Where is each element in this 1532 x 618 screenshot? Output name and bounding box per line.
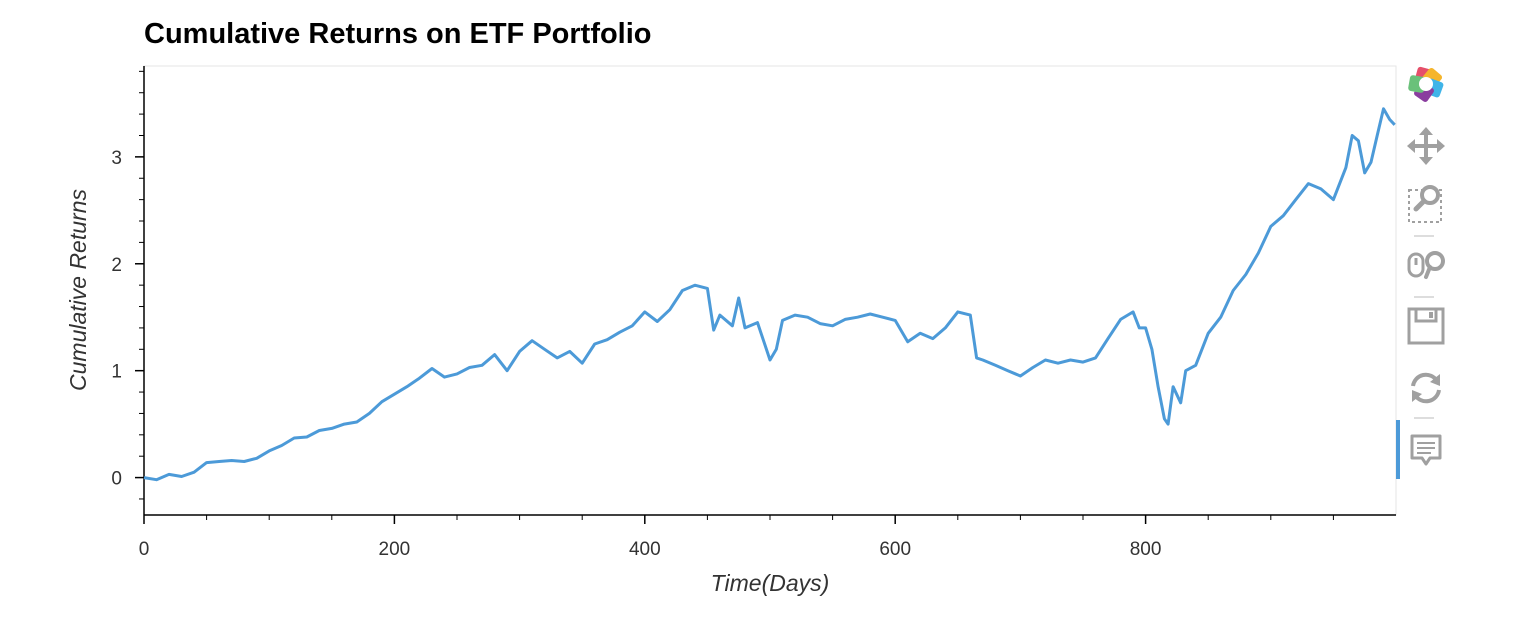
toolbar	[1396, 60, 1456, 490]
pan-icon	[1407, 127, 1445, 165]
y-tick-label: 0	[111, 469, 122, 490]
x-tick-label: 600	[879, 539, 911, 560]
box-zoom-icon	[1408, 185, 1442, 223]
pan-tool-button[interactable]	[1404, 124, 1448, 168]
box-zoom-tool-button[interactable]	[1404, 182, 1448, 226]
hover-icon	[1410, 434, 1442, 466]
active-tool-indicator	[1396, 420, 1400, 479]
save-icon	[1407, 307, 1445, 345]
y-tick-label: 1	[111, 362, 122, 383]
wheel-zoom-icon	[1407, 251, 1445, 279]
x-tick-label: 0	[139, 539, 150, 560]
hover-tool-button[interactable]	[1404, 428, 1448, 472]
wheel-zoom-tool-button[interactable]	[1404, 244, 1448, 288]
bokeh-logo-icon	[1408, 66, 1444, 102]
y-axis-label: Cumulative Returns	[65, 189, 91, 391]
toolbar-divider	[1414, 235, 1434, 237]
toolbar-divider	[1414, 417, 1434, 419]
axes: 0 200 400 600 800 0 1 2 3	[111, 66, 1396, 560]
x-tick-label: 200	[379, 539, 411, 560]
plot-frame	[143, 65, 1397, 516]
cumulative-returns-line	[143, 107, 1396, 482]
x-tick-label: 800	[1130, 539, 1162, 560]
x-axis-label: Time(Days)	[711, 570, 830, 596]
reset-tool-button[interactable]	[1404, 366, 1448, 410]
line-series	[143, 107, 1396, 482]
x-tick-label: 400	[629, 539, 661, 560]
chart-title: Cumulative Returns on ETF Portfolio	[144, 18, 652, 50]
reset-icon	[1411, 372, 1441, 404]
bokeh-logo[interactable]	[1404, 62, 1448, 106]
save-tool-button[interactable]	[1404, 304, 1448, 348]
y-tick-label: 3	[111, 148, 122, 169]
toolbar-divider	[1414, 296, 1434, 298]
y-tick-label: 2	[111, 255, 122, 276]
